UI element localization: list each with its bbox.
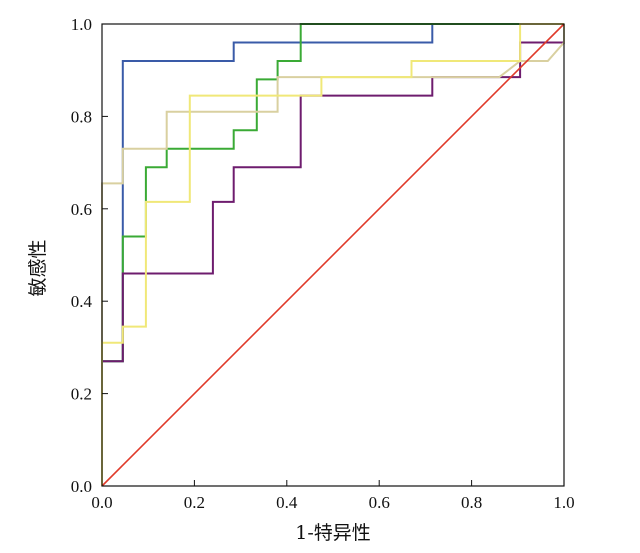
y-tick-label: 0.4 — [71, 292, 93, 311]
y-tick-label: 0.2 — [71, 385, 92, 404]
x-axis-title: 1-特异性 — [295, 522, 371, 544]
reference-line — [101, 23, 565, 487]
roc-curves — [101, 23, 565, 487]
x-tick-label: 0.8 — [461, 493, 482, 512]
x-axis: 0.0 0.2 0.4 0.6 0.8 1.0 — [91, 480, 575, 512]
y-axis-title: 敏感性 — [27, 239, 49, 296]
x-tick-label: 0.2 — [184, 493, 205, 512]
x-tick-label: 0.4 — [276, 493, 298, 512]
y-tick-label: 1.0 — [71, 15, 92, 34]
y-tick-label: 0.0 — [71, 477, 92, 496]
x-tick-label: 1.0 — [553, 493, 574, 512]
y-tick-label: 0.8 — [71, 107, 92, 126]
y-tick-label: 0.6 — [71, 200, 92, 219]
y-axis: 0.0 0.2 0.4 0.6 0.8 1.0 — [71, 15, 108, 496]
plot-frame — [101, 23, 565, 487]
x-tick-label: 0.0 — [91, 493, 112, 512]
roc-curve-4 — [101, 24, 565, 486]
roc-curve-5 — [101, 23, 564, 486]
x-tick-label: 0.6 — [369, 493, 390, 512]
